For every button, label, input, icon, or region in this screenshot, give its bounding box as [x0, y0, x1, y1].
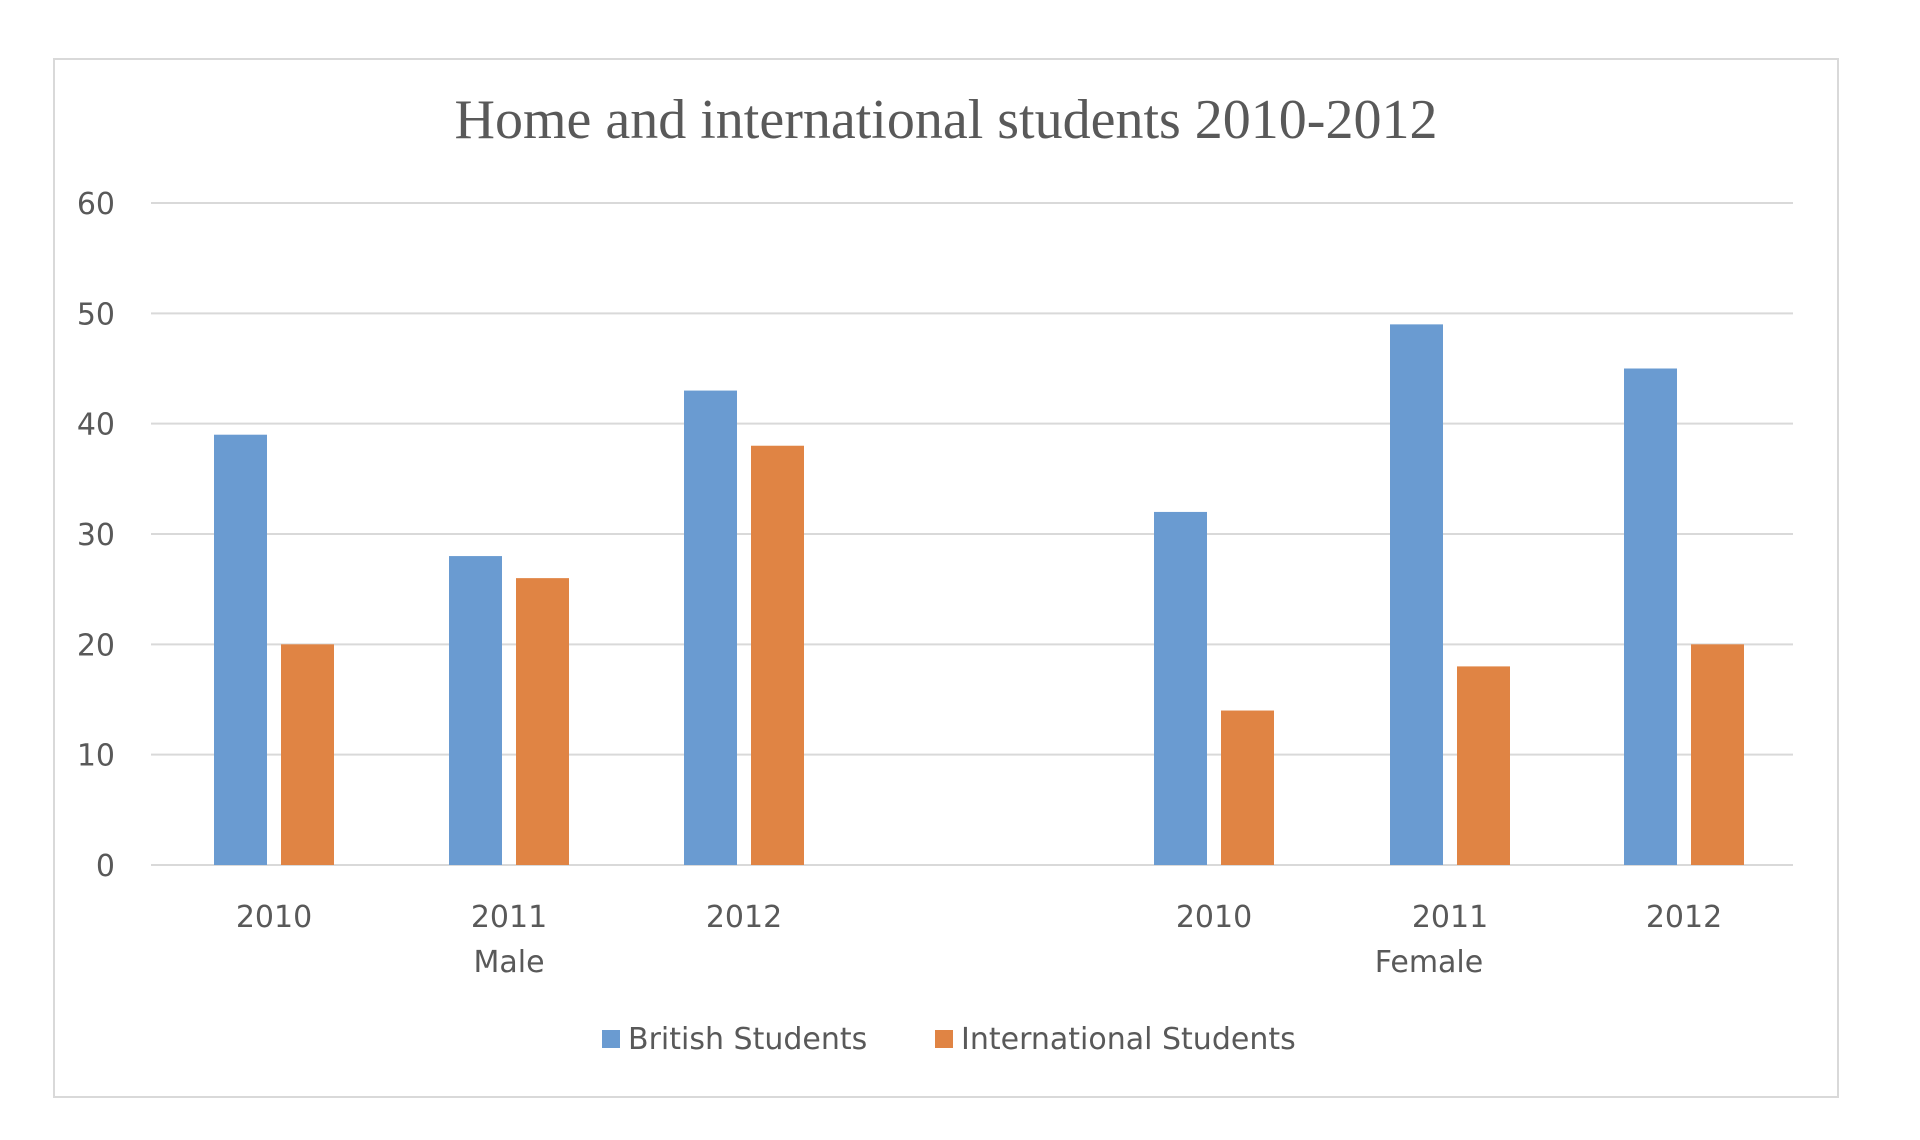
bar-international-5: [1691, 644, 1744, 865]
bar-international-3: [1221, 710, 1274, 865]
y-tick-label: 30: [77, 518, 115, 553]
bar-british-0: [214, 434, 267, 865]
y-tick-label: 0: [96, 849, 115, 884]
bar-international-4: [1457, 666, 1510, 865]
legend: British Students International Students: [602, 1022, 1296, 1057]
x-tick-label: 2012: [1646, 900, 1722, 935]
x-axis-groups: Male Female: [473, 945, 1483, 980]
bar-international-1: [516, 578, 569, 865]
bar-british-3: [1154, 511, 1207, 865]
y-tick-label: 10: [77, 739, 115, 774]
chart-svg: Home and international students 2010-201…: [77, 89, 1793, 1057]
x-axis-ticks: 2010 2011 2012 2010 2011 2012: [236, 900, 1722, 935]
group-label-male: Male: [473, 945, 544, 980]
legend-swatch-0: [602, 1030, 620, 1048]
legend-label-1: International Students: [961, 1022, 1296, 1057]
bar-international-2: [751, 445, 804, 865]
bar-british-2: [684, 390, 737, 865]
y-tick-label: 20: [77, 628, 115, 663]
bars: [214, 324, 1744, 865]
legend-swatch-1: [935, 1030, 953, 1048]
x-tick-label: 2010: [1176, 900, 1252, 935]
bar-british-5: [1624, 368, 1677, 865]
group-label-female: Female: [1375, 945, 1483, 980]
x-tick-label: 2010: [236, 900, 312, 935]
y-axis-ticks: 0 10 20 30 40 50 60: [77, 187, 115, 884]
x-tick-label: 2011: [1412, 900, 1488, 935]
bar-british-1: [449, 556, 502, 865]
y-tick-label: 50: [77, 297, 115, 332]
legend-label-0: British Students: [628, 1022, 867, 1057]
bar-international-0: [281, 644, 334, 865]
y-tick-label: 40: [77, 408, 115, 443]
gridlines: [151, 202, 1793, 866]
y-tick-label: 60: [77, 187, 115, 222]
bar-british-4: [1390, 324, 1443, 865]
x-tick-label: 2011: [471, 900, 547, 935]
chart-title: Home and international students 2010-201…: [455, 89, 1438, 151]
x-tick-label: 2012: [706, 900, 782, 935]
chart-frame: Home and international students 2010-201…: [53, 58, 1839, 1098]
